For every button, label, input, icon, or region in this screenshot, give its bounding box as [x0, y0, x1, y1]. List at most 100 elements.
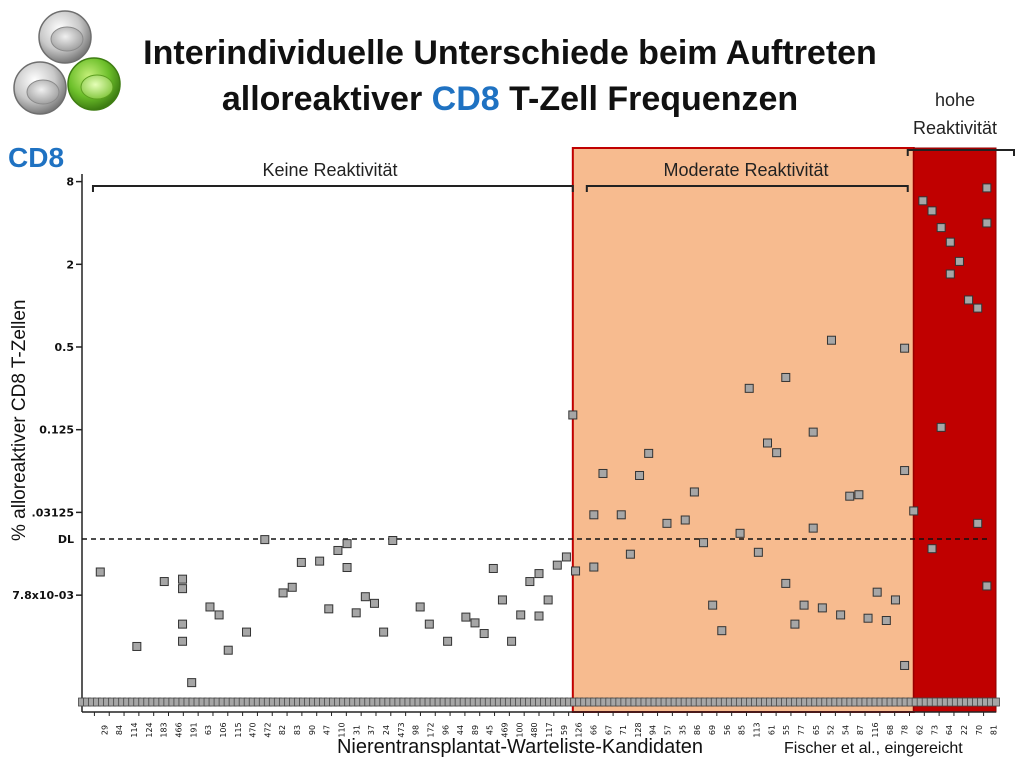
- data-point: [488, 563, 498, 573]
- data-point: [900, 466, 910, 476]
- data-point: [534, 569, 544, 579]
- data-point: [744, 383, 754, 393]
- x-tick-label: 480: [530, 722, 539, 737]
- x-tick-label: 98: [412, 725, 421, 735]
- data-point: [817, 603, 827, 613]
- y-tick-label: .03125: [32, 506, 74, 519]
- title-part-c: T-Zell Frequenzen: [499, 80, 799, 118]
- x-tick-label: 191: [189, 722, 198, 737]
- bracket-moderate: [585, 185, 909, 192]
- data-point: [826, 335, 836, 345]
- x-tick-label: 63: [204, 725, 213, 735]
- x-tick-label: 64: [945, 725, 954, 735]
- title-line-1: Interindividuelle Unterschiede beim Auft…: [143, 34, 877, 72]
- data-point: [900, 660, 910, 670]
- x-tick-label: 466: [175, 722, 184, 737]
- y-axis-label: % alloreaktiver CD8 T-Zellen: [9, 299, 30, 541]
- data-point: [945, 269, 955, 279]
- x-axis-label: Nierentransplantat-Warteliste-Kandidaten: [336, 736, 704, 758]
- x-tick-label: 57: [664, 725, 673, 735]
- y-tick-label: 7.8x10-03: [12, 589, 74, 602]
- x-tick-label: 56: [723, 725, 732, 735]
- data-point: [296, 557, 306, 567]
- data-point: [260, 535, 270, 545]
- data-point: [589, 510, 599, 520]
- chart-title: Interindividuelle Unterschiede beim Auft…: [120, 30, 900, 122]
- x-tick-label: 89: [471, 725, 480, 735]
- data-point: [982, 218, 992, 228]
- data-point: [534, 611, 544, 621]
- x-tick-label: 78: [901, 725, 910, 735]
- x-tick-label: 115: [234, 722, 243, 737]
- data-point: [388, 536, 398, 546]
- y-tick-label: 8: [66, 176, 74, 189]
- x-tick-label: 100: [515, 722, 524, 737]
- x-tick-label: 65: [812, 725, 821, 735]
- data-point: [890, 595, 900, 605]
- x-tick-label: 77: [797, 725, 806, 735]
- x-tick-label: 45: [486, 725, 495, 735]
- x-tick-label: 96: [441, 725, 450, 735]
- x-tick-label: 85: [738, 725, 747, 735]
- data-point: [753, 547, 763, 557]
- x-tick-label: 106: [219, 722, 228, 737]
- x-tick-label: 31: [352, 725, 361, 735]
- data-point: [369, 598, 379, 608]
- title-part-a: alloreaktiver: [221, 80, 432, 118]
- data-point: [836, 610, 846, 620]
- data-point: [278, 588, 288, 598]
- x-tick-label: 47: [323, 725, 332, 735]
- high-region: [913, 147, 997, 713]
- x-tick-label: 22: [960, 725, 969, 735]
- data-point: [982, 581, 992, 591]
- x-tick-label: 35: [678, 725, 687, 735]
- data-point: [333, 545, 343, 555]
- x-tick-label: 59: [560, 725, 569, 735]
- data-point: [625, 549, 635, 559]
- data-point: [342, 563, 352, 573]
- data-point: [872, 587, 882, 597]
- data-point: [561, 552, 571, 562]
- data-point: [315, 556, 325, 566]
- x-tick-label: 470: [249, 722, 258, 737]
- x-tick-label: 71: [619, 725, 628, 735]
- data-point: [881, 616, 891, 626]
- cells-logo-icon: [13, 10, 121, 115]
- data-point: [132, 641, 142, 651]
- data-point: [552, 560, 562, 570]
- x-tick-label: 44: [456, 725, 465, 735]
- x-tick-label: 62: [915, 725, 924, 735]
- data-point: [735, 528, 745, 538]
- data-point: [927, 544, 937, 554]
- data-point: [507, 636, 517, 646]
- credit-text: Fischer et al., eingereicht: [784, 740, 963, 757]
- data-point: [982, 183, 992, 193]
- x-tick-label: 67: [604, 725, 613, 735]
- data-point: [644, 448, 654, 458]
- title-line-2: alloreaktiver CD8 T-Zell Frequenzen: [120, 76, 900, 122]
- data-point: [571, 566, 581, 576]
- data-point: [927, 206, 937, 216]
- data-point: [845, 491, 855, 501]
- x-tick-label: 90: [308, 725, 317, 735]
- data-point: [918, 196, 928, 206]
- data-point: [178, 584, 188, 594]
- data-point: [936, 422, 946, 432]
- data-point: [379, 627, 389, 637]
- x-tick-label: 55: [782, 725, 791, 735]
- bracket-none: [91, 185, 574, 192]
- x-tick-label: 94: [649, 725, 658, 735]
- group-label-none: Keine Reaktivität: [262, 160, 398, 180]
- data-point: [187, 678, 197, 688]
- data-point: [525, 577, 535, 587]
- data-point: [461, 612, 471, 622]
- x-tick-label: 52: [827, 725, 836, 735]
- data-point: [598, 468, 608, 478]
- x-tick-label: 114: [130, 722, 139, 737]
- x-tick-label: 68: [886, 725, 895, 735]
- data-point: [772, 448, 782, 458]
- x-tick-label: 83: [293, 725, 302, 735]
- x-tick-label: 86: [693, 725, 702, 735]
- data-point: [699, 538, 709, 548]
